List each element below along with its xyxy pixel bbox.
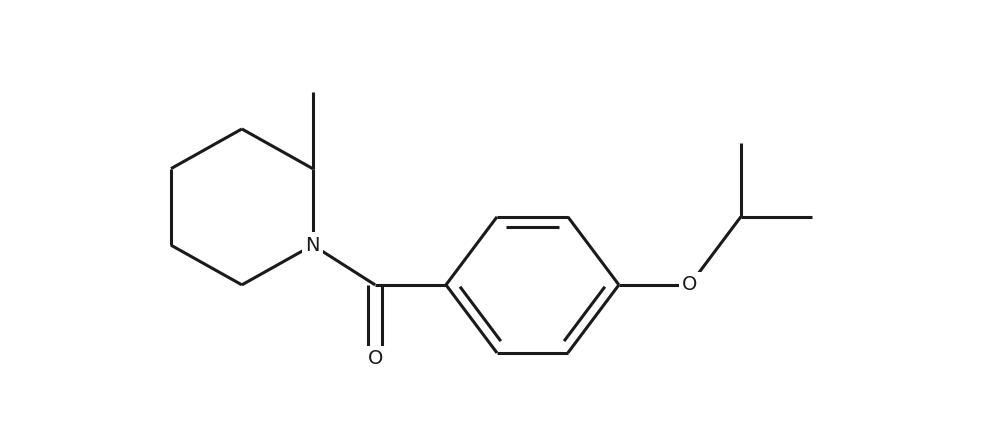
Text: O: O [368, 349, 383, 368]
Text: N: N [305, 236, 320, 255]
Text: O: O [682, 275, 698, 294]
